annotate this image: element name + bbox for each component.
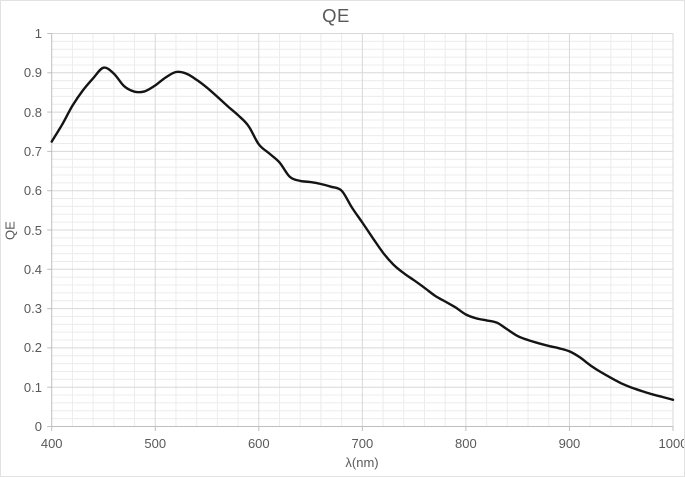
y-tick-label: 0 — [34, 419, 42, 434]
y-tick-label: 0.5 — [23, 222, 42, 238]
y-tick-label: 0.6 — [23, 183, 42, 199]
major-gridlines — [51, 33, 674, 427]
qe-curve — [50, 66, 675, 401]
y-tick-label: 0.7 — [23, 143, 42, 159]
axes — [47, 33, 674, 431]
x-axis-title: λ(nm) — [345, 455, 379, 470]
y-tick-label: 0.3 — [23, 301, 42, 317]
x-tick-label: 900 — [558, 436, 581, 451]
y-tick-label: 1 — [34, 26, 42, 41]
x-tick-label: 700 — [351, 436, 374, 451]
chart-title: QE — [322, 5, 350, 26]
y-tick-label: 0.9 — [23, 65, 42, 81]
x-tick-label: 500 — [144, 436, 167, 451]
y-tick-label: 0.4 — [23, 261, 42, 277]
x-tick-label: 800 — [455, 436, 477, 451]
x-tick-label: 600 — [247, 436, 270, 451]
y-tick-label: 0.8 — [23, 104, 42, 120]
y-tick-label: 0.1 — [23, 379, 42, 395]
x-tick-label: 400 — [40, 436, 63, 451]
y-tick-label: 0.2 — [23, 340, 42, 356]
x-tick-label: 1000 — [658, 436, 685, 451]
